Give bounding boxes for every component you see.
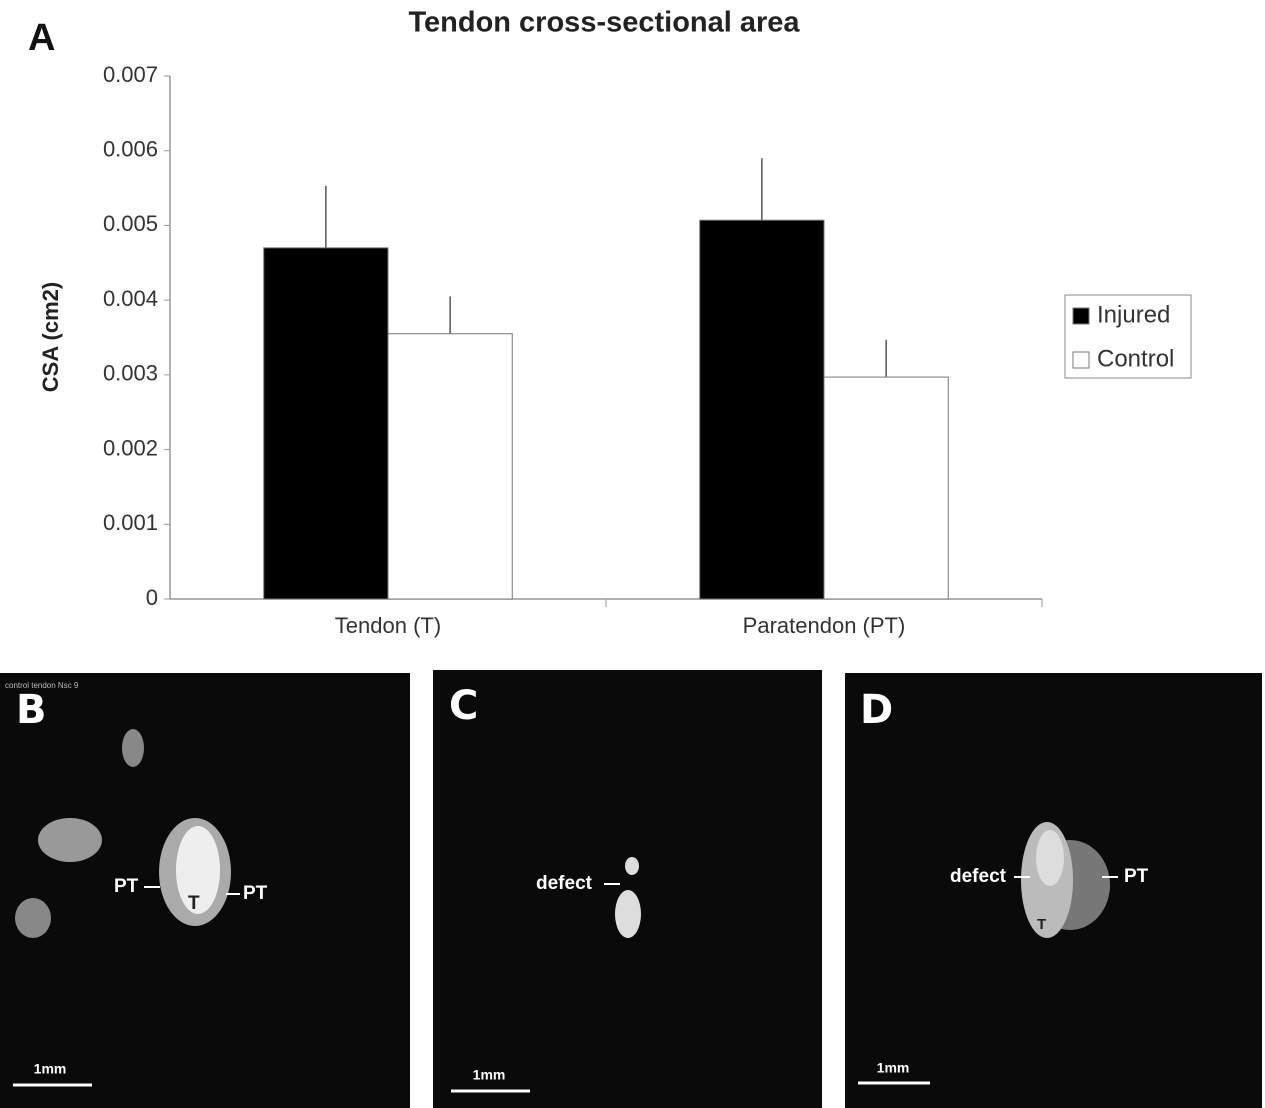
chart-title: Tendon cross-sectional area: [408, 7, 800, 39]
y-tick-label: 0.005: [103, 211, 158, 236]
panel-label: A: [28, 17, 55, 59]
bar: [700, 220, 824, 599]
annotation: defect: [950, 866, 1007, 887]
panel-c: C defect 1mm: [433, 670, 822, 1108]
annotation: PT: [114, 876, 139, 897]
blob: [122, 729, 144, 767]
y-tick-label: 0.002: [103, 435, 158, 460]
scale-label: 1mm: [473, 1067, 506, 1083]
x-tick-label: Paratendon (PT): [743, 613, 906, 638]
y-axis-label: CSA (cm2): [38, 282, 63, 392]
legend-label: Injured: [1097, 301, 1170, 328]
legend-swatch: [1073, 352, 1089, 368]
bar: [264, 248, 388, 599]
scale-label: 1mm: [34, 1061, 67, 1077]
blob: [625, 857, 639, 875]
y-tick-label: 0.001: [103, 510, 158, 535]
scale-label: 1mm: [877, 1060, 910, 1076]
image: [433, 670, 822, 1108]
annotation: PT: [243, 883, 268, 904]
y-tick-label: 0.007: [103, 62, 158, 87]
blob: [15, 898, 51, 938]
annotation: T: [1037, 916, 1046, 933]
annotation: T: [188, 893, 200, 914]
blob: [38, 818, 102, 862]
blob: [615, 890, 641, 938]
panel-label: D: [860, 687, 893, 733]
bar: [388, 334, 512, 599]
bar: [824, 377, 948, 599]
blob: [1036, 830, 1064, 886]
annotation: PT: [1124, 866, 1149, 887]
y-tick-label: 0: [146, 585, 158, 610]
panel-d: D defect PT T 1mm: [845, 673, 1262, 1108]
annotation: defect: [536, 873, 593, 894]
legend-swatch: [1073, 308, 1089, 324]
y-tick-label: 0.004: [103, 286, 158, 311]
y-tick-label: 0.003: [103, 361, 158, 386]
y-tick-label: 0.006: [103, 137, 158, 162]
legend-label: Control: [1097, 345, 1174, 372]
panel-b: control tendon Nsc 9 B PT T PT 1mm: [0, 673, 410, 1108]
panel-label: B: [16, 687, 47, 733]
panel-label: C: [449, 683, 478, 729]
x-tick-label: Tendon (T): [335, 613, 441, 638]
figure: A Tendon cross-sectional area CSA (cm2) …: [0, 0, 1265, 1108]
